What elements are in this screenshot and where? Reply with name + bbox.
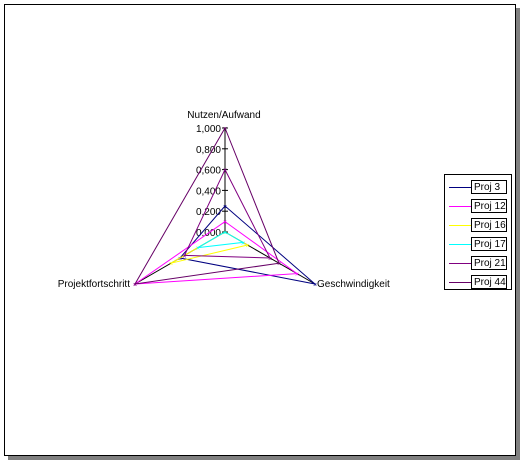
chart-legend: Proj 3 Proj 12 Proj 16 Proj 17 Proj 21 P… [444, 174, 512, 290]
data-point: × [223, 168, 227, 175]
legend-label: Proj 16 [471, 218, 507, 232]
series-line-proj-17 [197, 231, 245, 249]
legend-label: Proj 12 [471, 199, 507, 213]
data-point: × [295, 272, 299, 279]
data-point: × [277, 261, 281, 268]
chart-frame [4, 4, 516, 456]
data-point: × [133, 282, 137, 289]
radar-tick-label: 0,400 [196, 186, 221, 197]
legend-label: Proj 44 [471, 275, 507, 289]
series-line-proj-21 [183, 168, 271, 259]
radar-tick-label: 0,800 [196, 145, 221, 156]
legend-swatch [449, 263, 471, 264]
data-point: × [223, 230, 227, 237]
legend-label: Proj 3 [471, 180, 507, 194]
axis-label-projektfortschritt: Projektfortschritt [58, 279, 130, 290]
legend-swatch [449, 244, 471, 245]
legend-item-proj-17: Proj 17 [445, 235, 511, 254]
legend-label: Proj 21 [471, 256, 507, 270]
legend-item-proj-12: Proj 12 [445, 197, 511, 216]
data-point: × [223, 126, 227, 133]
data-point: × [182, 253, 186, 260]
legend-label: Proj 17 [471, 237, 507, 251]
radar-series: ×××××××××××××××××× [133, 126, 317, 289]
data-point: × [313, 282, 317, 289]
legend-item-proj-21: Proj 21 [445, 254, 511, 273]
series-line-proj-12 [133, 220, 299, 285]
axis-label-geschwindigkeit: Geschwindigkeit [317, 279, 390, 290]
radar-tick-label: 0,200 [196, 207, 221, 218]
data-point: × [178, 256, 182, 263]
data-point: × [268, 256, 272, 263]
legend-swatch [449, 206, 471, 207]
data-point: × [245, 243, 249, 250]
radar-tick-label: 0,600 [196, 166, 221, 177]
radar-tick-label: 1,000 [196, 124, 221, 135]
data-point: × [169, 261, 173, 268]
data-point: × [133, 282, 137, 289]
legend-item-proj-44: Proj 44 [445, 273, 511, 292]
data-point: × [223, 230, 227, 237]
data-point: × [223, 220, 227, 227]
series-line-proj-3 [179, 205, 317, 285]
data-point: × [241, 240, 245, 247]
data-point: × [196, 246, 200, 253]
axis-label-nutzen-aufwand: Nutzen/Aufwand [187, 110, 260, 121]
legend-swatch [449, 187, 471, 188]
series-line-proj-44 [134, 126, 280, 285]
legend-swatch [449, 225, 471, 226]
data-point: × [223, 204, 227, 211]
legend-item-proj-3: Proj 3 [445, 178, 511, 197]
legend-swatch [449, 282, 471, 283]
legend-item-proj-16: Proj 16 [445, 216, 511, 235]
